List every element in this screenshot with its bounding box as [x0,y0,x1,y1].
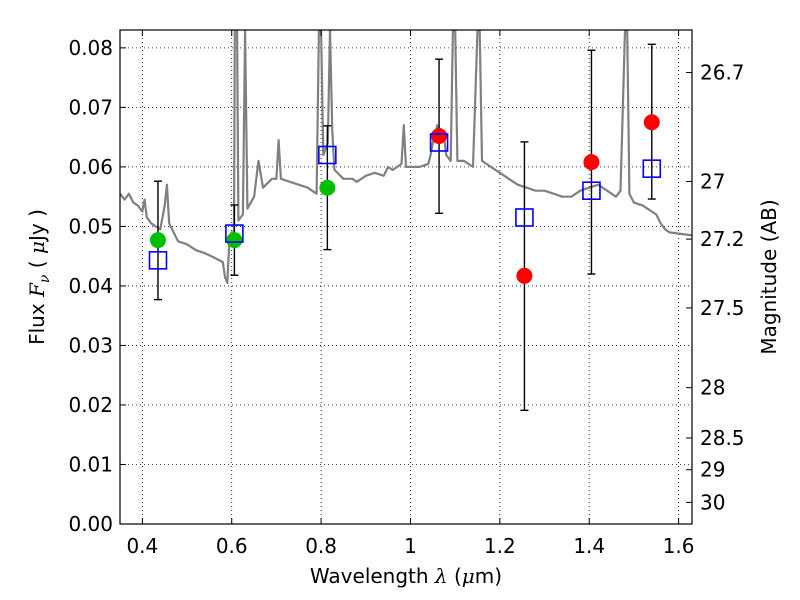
y2-tick-label: 29 [700,458,725,482]
model-photometry-point [225,224,244,243]
observed-green-point [226,232,243,249]
y-tick-label: 0.05 [68,214,113,238]
model-photometry-point [642,159,662,178]
observed-green-point [149,232,166,249]
observed-red-point [516,267,533,284]
y-tick-label: 0.08 [68,36,113,60]
plot-frame [119,29,693,525]
y2-tick-label: 26.7 [700,60,745,84]
x-tick-label: 1.4 [573,534,605,558]
model-photometry-point [582,181,601,200]
model-photometry-point [148,251,168,270]
y2-tick-label: 27 [700,169,725,193]
model-photometry-point [318,145,337,165]
y-tick-label: 0.00 [68,512,113,536]
y2-tick-label: 30 [700,490,725,514]
x-tick-label: 0.4 [126,534,158,558]
y2-tick-label: 28 [700,376,725,400]
model-photometry-point [429,133,449,152]
y2-tick-label: 28.5 [700,426,745,450]
observed-red-point [643,114,660,131]
observed-red-point [431,127,448,144]
x-tick-label: 1 [404,534,417,558]
y-tick-label: 0.02 [68,393,113,417]
y-tick-label: 0.07 [68,95,113,119]
model-photometry-point [515,208,534,227]
x-tick-label: 0.8 [305,534,337,558]
y-tick-label: 0.03 [68,333,113,357]
observed-red-point [583,154,600,171]
y2-tick-label: 27.5 [700,296,745,320]
series-layer [120,30,692,412]
x-tick-label: 0.6 [216,534,248,558]
y-tick-label: 0.06 [68,155,113,179]
spectrum-line [120,30,692,285]
grid-lines [120,30,692,525]
ticks-layer: 0.4 0.6 0.8 1 1.2 1.4 1.6 0.00 0.01 0.02 0.03 0.04 0… [68,30,745,558]
observed-green-point [319,179,336,196]
y2-tick-label: 27.2 [700,227,745,251]
x-tick-label: 1.6 [663,534,695,558]
y2-axis-title: Magnitude (AB) [757,199,781,354]
x-tick-label: 1.2 [484,534,516,558]
y-tick-label: 0.01 [68,452,113,476]
y-tick-label: 0.04 [68,274,113,298]
y-axis-title: Flux Fν ( μJy ) [25,209,53,345]
x-axis-title: Wavelength λ (μm) [310,564,502,588]
